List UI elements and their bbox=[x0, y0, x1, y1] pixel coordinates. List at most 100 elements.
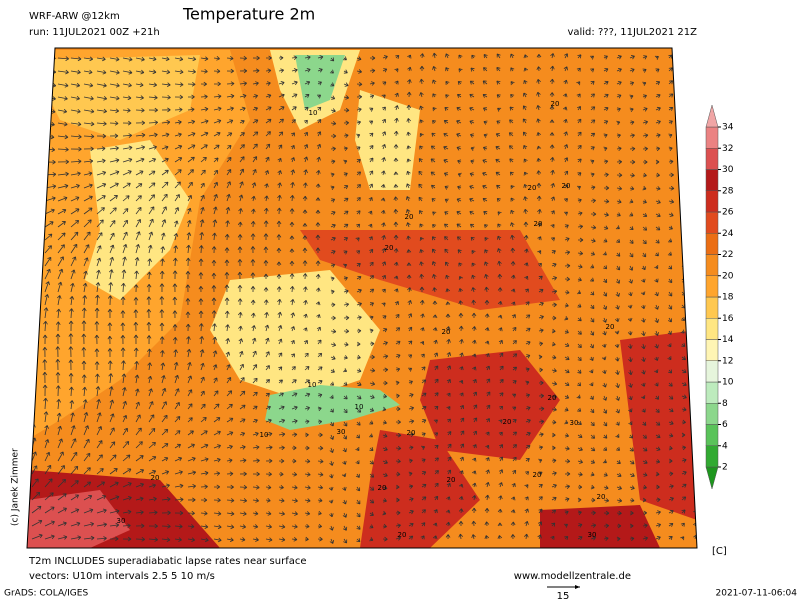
wind-arrow bbox=[146, 335, 152, 345]
wind-arrow bbox=[174, 207, 180, 215]
wind-arrow bbox=[537, 250, 542, 255]
wind-arrow bbox=[563, 131, 568, 137]
wind-arrow bbox=[213, 181, 218, 189]
wind-arrow bbox=[681, 458, 687, 463]
wind-arrow bbox=[642, 159, 648, 165]
wind-arrow bbox=[83, 82, 94, 88]
wind-arrow bbox=[420, 353, 425, 358]
wind-arrow bbox=[537, 222, 542, 228]
wind-arrow bbox=[694, 342, 697, 347]
wind-arrow bbox=[29, 372, 35, 384]
wind-arrow bbox=[694, 198, 697, 204]
wind-arrow bbox=[174, 94, 184, 100]
wind-arrow bbox=[510, 67, 515, 72]
wind-arrow bbox=[641, 356, 646, 362]
wind-arrow bbox=[550, 196, 555, 202]
wind-arrow bbox=[589, 369, 594, 374]
wind-arrow bbox=[224, 259, 230, 267]
wind-arrow bbox=[237, 284, 243, 293]
wind-arrow bbox=[330, 121, 337, 126]
wind-arrow bbox=[108, 269, 114, 280]
wind-arrow bbox=[458, 54, 463, 59]
wind-arrow bbox=[159, 283, 165, 293]
wind-arrow bbox=[226, 377, 232, 384]
wind-arrow bbox=[496, 198, 501, 203]
wind-arrow bbox=[681, 483, 687, 488]
wind-arrow bbox=[186, 219, 192, 228]
wind-arrow bbox=[408, 535, 414, 540]
wind-arrow bbox=[681, 445, 687, 451]
wind-arrow bbox=[355, 460, 360, 465]
wind-arrow bbox=[538, 508, 543, 514]
wind-arrow bbox=[395, 354, 401, 359]
wind-arrow bbox=[693, 80, 697, 85]
wind-arrow bbox=[499, 378, 504, 384]
wind-arrow bbox=[265, 156, 270, 163]
wind-arrow bbox=[135, 56, 145, 62]
wind-arrow bbox=[198, 310, 204, 319]
wind-arrow bbox=[277, 311, 283, 319]
wind-arrow bbox=[343, 133, 349, 139]
wind-arrow bbox=[356, 56, 362, 61]
wind-arrow bbox=[161, 193, 168, 202]
wind-arrow bbox=[393, 234, 399, 241]
wind-arrow bbox=[31, 306, 36, 319]
wind-arrow bbox=[524, 288, 529, 293]
wind-arrow bbox=[469, 80, 475, 85]
wind-arrow bbox=[290, 353, 295, 358]
wind-arrow bbox=[31, 69, 43, 74]
wind-arrow bbox=[56, 412, 62, 423]
wind-arrow bbox=[213, 444, 221, 449]
wind-arrow bbox=[418, 158, 423, 163]
wind-arrow bbox=[431, 261, 437, 267]
wind-arrow bbox=[226, 364, 231, 371]
wind-arrow bbox=[446, 482, 451, 488]
wind-arrow bbox=[564, 53, 569, 59]
wind-arrow bbox=[522, 105, 527, 111]
wind-arrow bbox=[161, 414, 168, 423]
wind-arrow bbox=[44, 425, 49, 436]
wind-arrow bbox=[421, 405, 427, 410]
wind-arrow bbox=[368, 210, 373, 215]
wind-arrow bbox=[148, 107, 159, 113]
wind-arrow bbox=[616, 510, 622, 516]
wind-arrow bbox=[395, 536, 402, 541]
wind-arrow bbox=[668, 382, 673, 387]
wind-arrow bbox=[303, 144, 309, 150]
wind-arrow bbox=[485, 431, 490, 436]
wind-arrow bbox=[356, 288, 362, 294]
wind-arrow bbox=[148, 120, 159, 125]
wind-arrow bbox=[329, 525, 334, 531]
wind-arrow bbox=[31, 233, 41, 241]
chart-title: Temperature 2m bbox=[182, 5, 315, 24]
wind-arrow bbox=[304, 419, 310, 425]
wind-arrow bbox=[200, 156, 207, 163]
wind-arrow bbox=[330, 146, 336, 152]
wind-arrow bbox=[694, 238, 697, 243]
wind-arrow bbox=[107, 335, 113, 345]
colorbar-bin bbox=[705, 190, 719, 213]
contour-label: 30 bbox=[588, 531, 597, 539]
wind-arrow bbox=[395, 419, 401, 425]
wind-arrow bbox=[393, 157, 399, 163]
wind-arrow bbox=[43, 307, 49, 319]
colorbar-tick-label: 22 bbox=[722, 250, 733, 260]
wind-arrow bbox=[469, 197, 475, 203]
wind-arrow bbox=[31, 293, 37, 306]
wind-arrow bbox=[174, 510, 184, 516]
wind-arrow bbox=[499, 405, 504, 410]
wind-arrow bbox=[263, 207, 269, 215]
wind-arrow bbox=[109, 108, 120, 114]
wind-arrow bbox=[122, 454, 131, 462]
wind-arrow bbox=[577, 131, 582, 137]
wind-arrow bbox=[44, 294, 50, 306]
wind-arrow bbox=[187, 156, 195, 163]
wind-arrow bbox=[524, 520, 529, 527]
wind-arrow bbox=[564, 536, 569, 541]
wind-arrow bbox=[471, 54, 476, 59]
wind-arrow bbox=[70, 146, 82, 152]
wind-arrow bbox=[239, 377, 245, 384]
wind-arrow bbox=[551, 509, 557, 514]
wind-arrow bbox=[551, 302, 557, 308]
